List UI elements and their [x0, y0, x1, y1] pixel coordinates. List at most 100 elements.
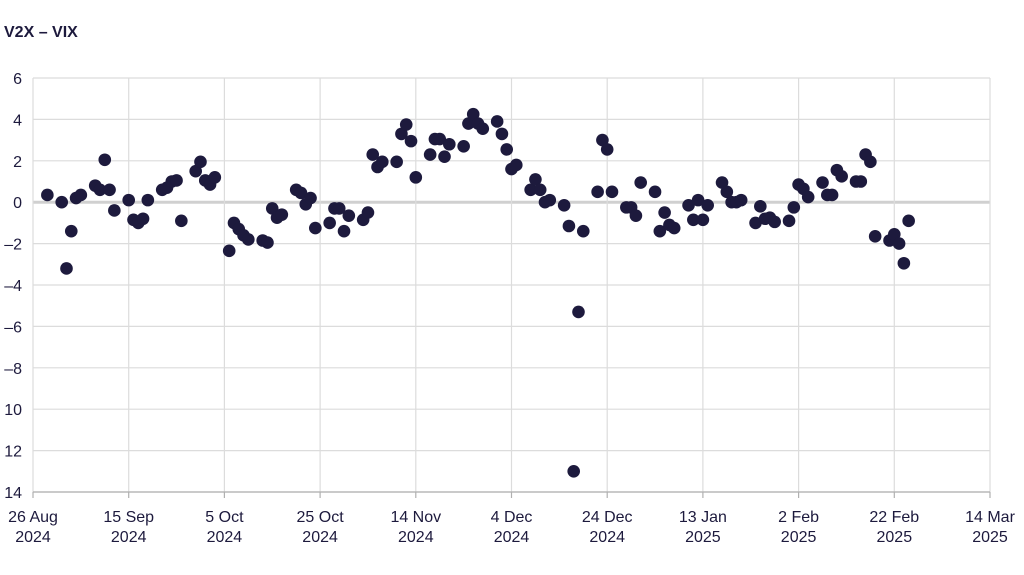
x-tick-label: 22 Feb — [869, 509, 919, 526]
data-point — [591, 185, 604, 199]
data-point — [658, 206, 671, 219]
data-point — [175, 214, 188, 228]
data-point — [495, 127, 509, 141]
x-tick-label: 5 Oct — [205, 509, 244, 526]
data-point — [567, 465, 581, 478]
data-point — [734, 193, 748, 207]
data-point — [55, 195, 69, 209]
data-point — [170, 174, 183, 187]
data-point — [366, 148, 380, 161]
data-point — [404, 134, 418, 148]
data-point — [897, 256, 911, 270]
y-tick-label: 6 — [13, 71, 22, 88]
data-point — [543, 193, 557, 207]
data-point — [433, 132, 447, 146]
data-point — [361, 206, 375, 219]
data-point — [888, 227, 901, 241]
data-point — [294, 186, 308, 200]
data-point — [108, 204, 121, 217]
data-point — [438, 150, 451, 163]
x-axis-ticks: 26 Aug 2024 15 Sep 2024 5 Oct 2024 25 Oct 2024 1… — [8, 492, 1016, 546]
data-point — [261, 236, 274, 249]
data-point — [687, 213, 700, 227]
data-point — [189, 164, 202, 178]
data-point — [74, 188, 88, 202]
y-tick-label: –4 — [4, 278, 22, 295]
data-point — [749, 216, 762, 230]
x-tick-year-label: 2024 — [589, 529, 625, 546]
x-tick-label: 24 Dec — [582, 509, 633, 526]
data-point — [409, 171, 423, 184]
data-point — [41, 188, 54, 202]
data-point — [572, 305, 585, 319]
y-tick-label: –6 — [4, 319, 22, 336]
x-tick-year-label: 2025 — [685, 529, 721, 546]
x-tick-label: 4 Dec — [491, 509, 533, 526]
data-point — [634, 176, 647, 189]
data-point — [466, 107, 480, 121]
data-point — [423, 148, 437, 161]
x-tick-year-label: 2024 — [207, 529, 243, 546]
data-point — [605, 185, 619, 199]
data-point — [136, 212, 150, 226]
x-tick-year-label: 2025 — [781, 529, 817, 546]
data-point — [600, 143, 614, 156]
grid-lines — [32, 77, 991, 493]
y-tick-label: 2 — [13, 154, 22, 171]
data-point — [500, 143, 514, 156]
data-point — [103, 183, 116, 197]
data-point — [476, 122, 490, 136]
data-point — [562, 219, 576, 233]
y-tick-label: 10 — [4, 402, 22, 419]
data-point — [390, 155, 403, 169]
data-points — [41, 107, 915, 478]
data-point — [854, 175, 868, 188]
data-point — [715, 176, 729, 189]
data-point — [509, 158, 523, 172]
data-point — [801, 190, 815, 204]
data-point — [462, 117, 475, 130]
data-point — [653, 224, 667, 238]
y-tick-label: 0 — [13, 195, 22, 212]
data-point — [93, 183, 107, 197]
data-point — [576, 224, 590, 238]
data-point — [265, 202, 279, 215]
data-point — [490, 115, 504, 128]
data-point — [596, 133, 609, 147]
x-tick-label: 14 Nov — [390, 509, 441, 526]
data-point — [754, 200, 767, 213]
x-tick-year-label: 2024 — [302, 529, 338, 546]
y-tick-label: 4 — [13, 112, 22, 129]
data-point — [141, 193, 155, 207]
data-point — [64, 224, 78, 238]
data-point — [835, 170, 848, 183]
x-tick-label: 15 Sep — [103, 509, 154, 526]
y-tick-label: 14 — [4, 485, 22, 502]
data-point — [864, 155, 877, 169]
x-tick-year-label: 2025 — [972, 529, 1008, 546]
data-point — [304, 191, 317, 205]
x-tick-label: 26 Aug — [8, 509, 58, 526]
data-point — [768, 215, 781, 229]
data-point — [902, 214, 915, 228]
data-point — [399, 118, 413, 131]
data-point — [629, 209, 643, 222]
y-axis-ticks: 6 4 2 0 –2 –4 –6 –8 10 12 14 — [4, 71, 22, 502]
x-tick-year-label: 2024 — [398, 529, 434, 546]
data-point — [529, 173, 542, 186]
chart-title: V2X – VIX — [4, 24, 78, 41]
data-point — [395, 127, 408, 141]
data-point — [376, 155, 389, 169]
data-point — [332, 202, 346, 215]
data-point — [816, 176, 829, 189]
data-point — [868, 230, 882, 243]
x-tick-label: 14 Mar — [965, 509, 1015, 526]
data-point — [457, 140, 470, 153]
data-point — [122, 193, 135, 207]
data-point — [98, 153, 112, 167]
data-point — [667, 221, 681, 235]
data-point — [323, 216, 336, 230]
data-point — [275, 208, 289, 221]
data-point — [648, 185, 662, 199]
